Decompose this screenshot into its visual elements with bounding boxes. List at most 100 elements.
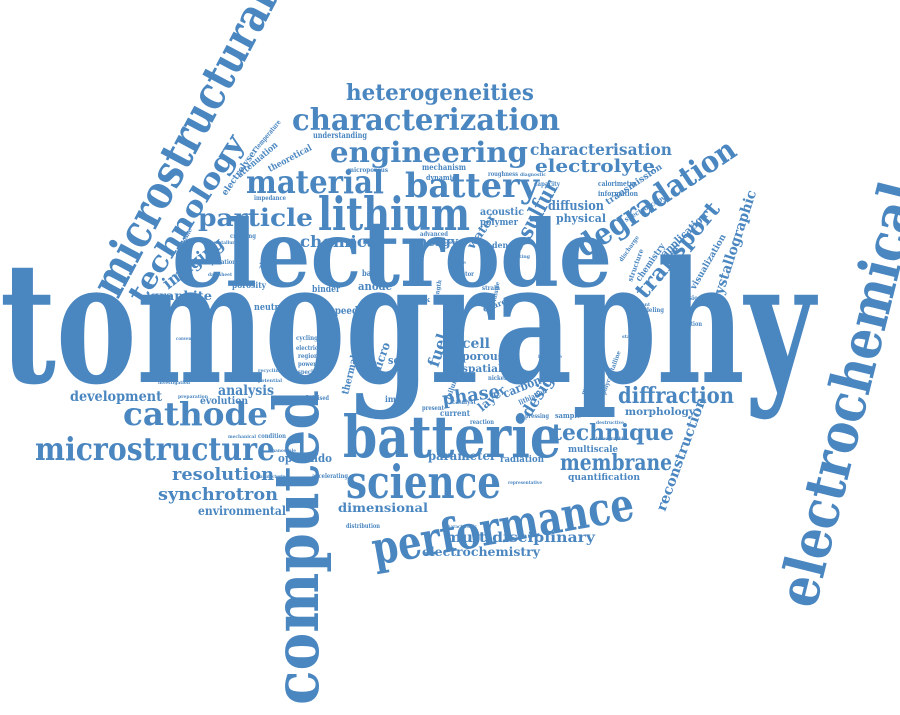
word-image: image: [385, 394, 411, 404]
word-advanced: advanced: [420, 231, 449, 238]
word-anode: anode: [358, 280, 392, 293]
word-distribution: distribution: [346, 523, 381, 530]
word-coating: coating: [510, 254, 530, 260]
word-cathode: cathode: [123, 395, 268, 433]
word-limitation: limitation: [674, 321, 703, 328]
word-dimensional: dimensional: [338, 501, 428, 515]
word-present: present: [422, 405, 444, 412]
word-analysis: analysis: [218, 383, 274, 399]
word-science: science: [346, 455, 501, 509]
word-technique: technique: [552, 420, 674, 446]
word-resolution: resolution: [172, 465, 274, 485]
word-diffraction: diffraction: [618, 383, 734, 409]
word-catalyst: catalyst: [452, 399, 476, 406]
word-characteristic: characteristic: [445, 524, 477, 530]
word-condition: condition: [258, 433, 287, 440]
word-capacity: capacity: [534, 181, 560, 188]
word-neutron: neutron: [254, 303, 290, 313]
word-heterogeneities: heterogeneities: [346, 80, 534, 106]
word-multiscale: multiscale: [568, 445, 618, 455]
word-graphite: graphite: [150, 289, 212, 303]
word-calorimetry: calorimetry: [598, 179, 637, 188]
word-operation: operation: [208, 259, 237, 266]
word-roughness: roughness: [488, 171, 519, 178]
word-preparation: preparation: [178, 394, 208, 400]
word-electrode: electrode: [172, 200, 612, 308]
word-characterization: characterization: [292, 103, 560, 138]
word-fluidised: fluidised: [305, 395, 330, 402]
word-metallurgy: metallurgy: [214, 240, 241, 246]
word-computed: computed: [260, 390, 333, 705]
word-volume: volume: [491, 281, 502, 303]
word-nanoscale: nanoscale: [272, 448, 296, 454]
word-emission: emission: [674, 295, 703, 302]
word-impedance: impedance: [254, 195, 286, 202]
word-factor: factor: [456, 271, 475, 278]
word-lithium: lithium: [318, 187, 470, 241]
word-microporous: microporous: [348, 167, 389, 174]
word-region: region: [298, 353, 319, 360]
word-conventional: conventional: [176, 336, 204, 342]
word-density: density: [492, 240, 524, 250]
word-information: information: [598, 189, 638, 198]
word-porosity: porosity: [232, 280, 266, 290]
word-recycling: recycling: [258, 368, 282, 374]
word-understanding: understanding: [313, 130, 367, 140]
word-engineering: engineering: [330, 136, 528, 169]
word-diffusion: diffusion: [548, 199, 604, 214]
word-stability: stability: [622, 334, 645, 340]
word-tomography: tomography: [0, 224, 818, 422]
word-acoustic: acoustic: [480, 207, 524, 218]
word-electrochemistry: electrochemistry: [422, 545, 541, 559]
word-quantification: quantification: [568, 473, 640, 483]
word-power: power: [298, 361, 317, 368]
word-membrane: membrane: [560, 450, 672, 476]
word-radiation: radiation: [500, 455, 544, 465]
word-multidisciplinary: multidisciplinary: [445, 530, 596, 546]
word-binder: binder: [312, 285, 340, 295]
word-spatial: spatial: [462, 364, 502, 375]
word-physical: physical: [556, 212, 606, 225]
word-strain: strain: [482, 285, 501, 292]
word-manufacturing: manufacturing: [256, 474, 288, 480]
word-reaction: reaction: [470, 419, 495, 426]
word-dynamic: dynamic: [426, 173, 456, 182]
word-tomographic: tomographic: [596, 436, 626, 442]
word-potential: potential: [258, 378, 282, 384]
word-accelerating: accelerating: [312, 473, 349, 480]
word-pressing: pressing: [525, 413, 550, 420]
word-material: material: [246, 163, 384, 201]
word-particle: particle: [198, 203, 313, 232]
word-environmental: environmental: [198, 504, 286, 518]
word-current: current: [440, 408, 470, 418]
word-datasheet: datasheet: [208, 272, 233, 278]
word-synchrotron: synchrotron: [158, 485, 278, 505]
word-specific: specific: [298, 369, 320, 376]
word-chemical: chemical: [300, 232, 384, 251]
word-crack: crack: [408, 295, 430, 304]
word-diagnostic: diagnostic: [520, 172, 546, 178]
word-based: based: [362, 268, 384, 278]
word-sample: sample: [555, 411, 582, 420]
word-silicon: silicon: [506, 336, 524, 342]
word-polymer: polymer: [480, 218, 518, 228]
word-electric: electric: [296, 345, 318, 352]
word-significant: significant: [624, 302, 651, 308]
word-observed: observed: [440, 240, 464, 246]
word-device: device: [448, 260, 466, 266]
word-characterisation: characterisation: [530, 140, 672, 159]
word-investigation: investigation: [158, 380, 190, 386]
word-mechanism: mechanism: [422, 162, 466, 172]
word-batterie: batterie: [343, 403, 561, 471]
word-porous: porous: [462, 350, 504, 363]
word-operando: operando: [278, 452, 332, 465]
word-speed: speed: [330, 306, 358, 317]
word-microstructure: microstructure: [35, 430, 275, 468]
word-destructive: destructive: [596, 420, 624, 426]
word-evolution: evolution: [200, 396, 249, 407]
word-nickel: nickel: [488, 375, 507, 382]
word-mechanical: mechanical: [228, 434, 256, 440]
word-modeling: modeling: [636, 307, 665, 314]
